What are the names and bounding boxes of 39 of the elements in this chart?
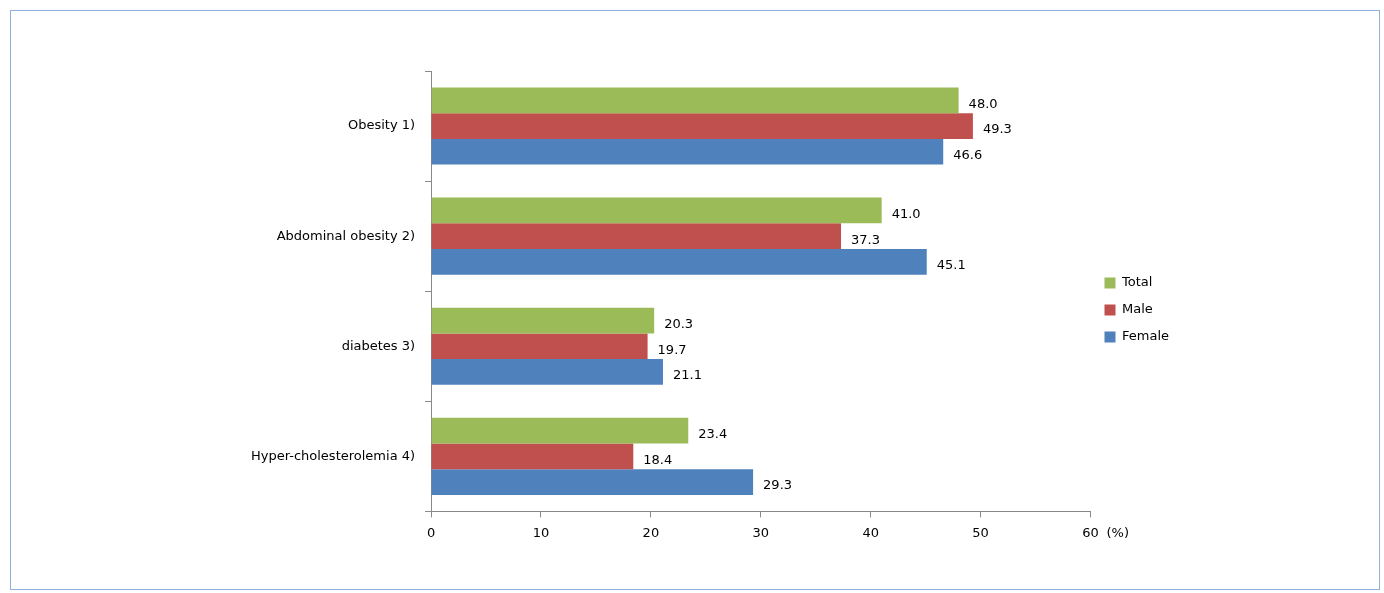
legend-label: Total: [1121, 274, 1153, 290]
data-label: 19.7: [657, 341, 687, 357]
x-tick-label: 40: [862, 524, 879, 540]
bar: [431, 138, 944, 165]
data-label: 46.6: [953, 147, 983, 163]
y-tick-label: Hyper-cholesterolemia 4): [250, 447, 416, 463]
x-tick-label: 30: [752, 524, 770, 540]
legend-label: Male: [1122, 301, 1153, 317]
bar: [431, 333, 648, 360]
bar: [431, 359, 663, 385]
data-label: 20.3: [664, 315, 694, 331]
x-axis-title: (%): [1106, 524, 1129, 540]
data-label: 48.0: [968, 95, 998, 111]
x-tick-label: 20: [642, 524, 660, 540]
data-label: 45.1: [936, 257, 966, 273]
x-tick-label: 50: [972, 524, 989, 540]
legend-label: Female: [1122, 328, 1170, 344]
x-tick-label: 10: [532, 524, 550, 540]
y-tick-label: Abdominal obesity 2): [276, 227, 416, 243]
data-label: 29.3: [763, 477, 793, 493]
bar: [431, 197, 882, 224]
bar: [431, 469, 754, 495]
data-label: 41.0: [891, 205, 921, 221]
data-label: 23.4: [698, 426, 728, 442]
x-tick-label: 60: [1082, 524, 1099, 540]
bar: [431, 443, 634, 470]
bar: [431, 87, 959, 114]
bar: [431, 307, 655, 334]
data-label: 49.3: [982, 121, 1012, 137]
bar: [431, 417, 689, 444]
y-tick-label: Obesity 1): [347, 117, 416, 133]
data-label: 18.4: [643, 451, 673, 467]
x-tick-label: 0: [426, 524, 436, 540]
bar: [431, 113, 973, 139]
bar: [431, 223, 842, 249]
y-tick-label: diabetes 3): [341, 337, 416, 353]
data-label: 21.1: [672, 367, 702, 383]
bar: [431, 249, 927, 275]
data-label: 37.3: [851, 231, 880, 247]
